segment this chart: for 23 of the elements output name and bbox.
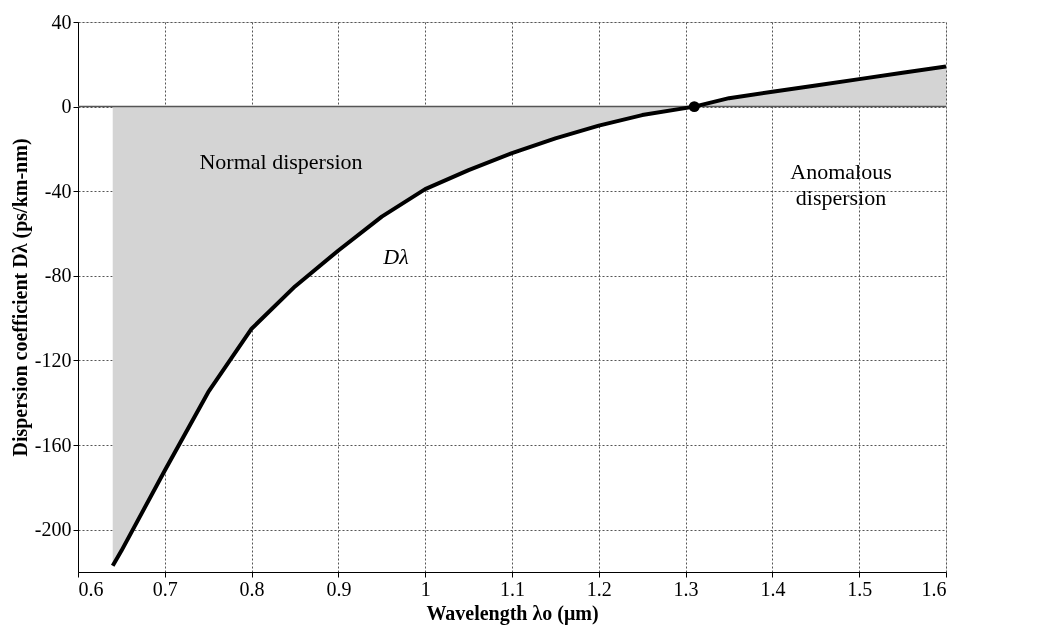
x-tick-label: 0.7 [152, 577, 178, 600]
y-tick-label: -200 [34, 518, 72, 541]
y-tick-label: -80 [44, 264, 72, 287]
x-tick-label: 0.9 [326, 577, 352, 600]
y-tick-label: -160 [34, 433, 72, 456]
y-tick-label: 40 [51, 10, 72, 33]
annotation: Dλ [382, 244, 409, 269]
x-tick-label: 1.5 [847, 577, 873, 600]
x-tick-label: 1.4 [760, 577, 786, 600]
x-tick-label: 1.2 [586, 577, 612, 600]
y-tick-label: -40 [44, 179, 72, 202]
annotation: Anomalous dispersion [790, 159, 892, 210]
y-tick-label: 0 [61, 95, 72, 118]
x-axis-title: Wavelength λo (μm) [426, 601, 599, 625]
x-tick-label: 1 [420, 577, 431, 600]
x-tick-label: 1.1 [500, 577, 525, 600]
x-tick-label: 0.8 [239, 577, 265, 600]
x-tick-label: 1.6 [921, 577, 947, 600]
x-tick-label: 0.6 [78, 577, 104, 600]
x-tick-label: 1.3 [673, 577, 699, 600]
annotation: Normal dispersion [199, 149, 363, 174]
y-axis-title: Dispersion coefficient Dλ (ps/km-nm) [8, 138, 32, 457]
y-tick-label: -120 [34, 348, 72, 371]
